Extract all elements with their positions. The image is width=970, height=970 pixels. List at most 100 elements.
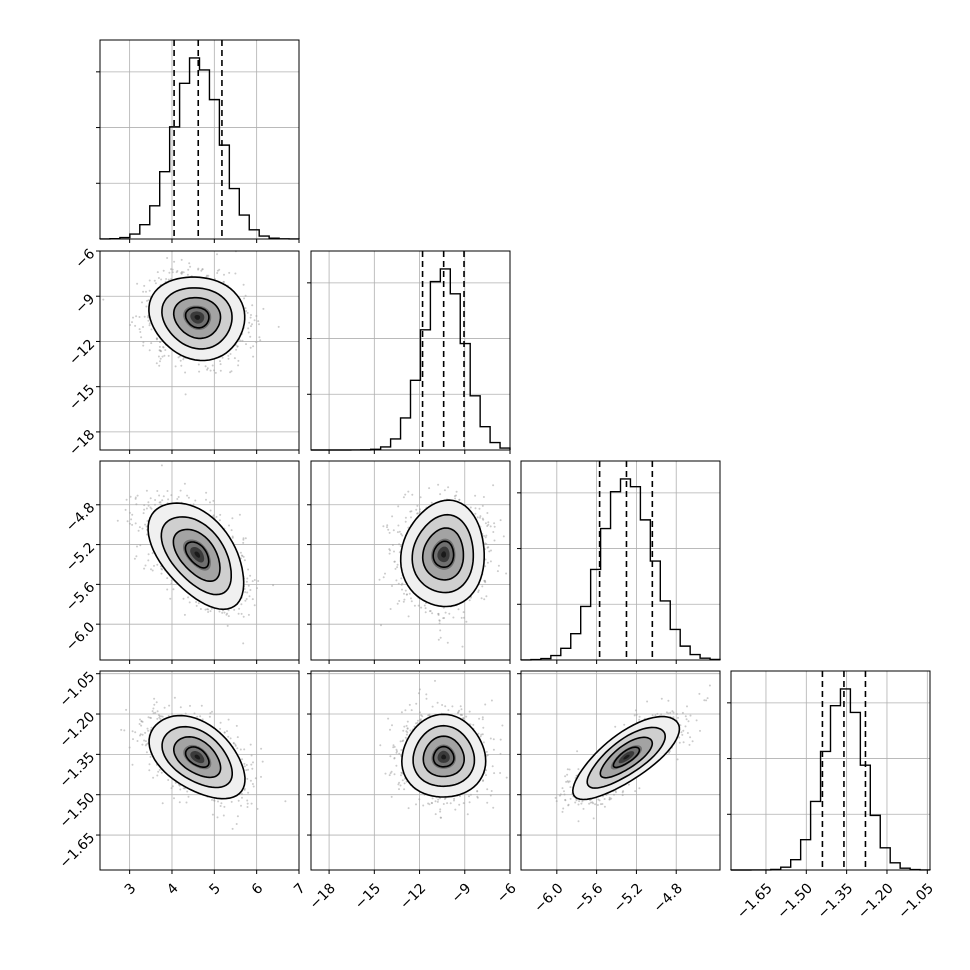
scatter-point: [654, 714, 657, 717]
scatter-point: [389, 728, 391, 731]
scatter-point: [187, 795, 190, 798]
scatter-point: [184, 712, 187, 715]
scatter-point: [145, 305, 148, 308]
scatter-point: [136, 494, 139, 497]
scatter-point: [484, 522, 487, 525]
scatter-point: [559, 793, 562, 796]
scatter-point: [123, 729, 126, 732]
scatter-point: [393, 757, 396, 759]
scatter-point: [214, 371, 217, 374]
scatter-point: [142, 341, 145, 344]
scatter-point: [399, 740, 402, 743]
contour-line: [571, 715, 681, 801]
scatter-point: [566, 768, 569, 771]
scatter-point: [186, 273, 189, 276]
scatter-point: [403, 592, 405, 595]
scatter-panel-3-0: [99, 670, 300, 871]
scatter-point: [388, 774, 391, 777]
scatter-point: [158, 494, 161, 497]
scatter-point: [468, 599, 471, 602]
scatter-point: [391, 515, 394, 518]
scatter-point: [427, 802, 430, 805]
scatter-point: [482, 496, 485, 498]
scatter-point: [474, 494, 477, 497]
scatter-point: [189, 704, 191, 707]
scatter-point: [404, 736, 407, 739]
scatter-point: [239, 339, 242, 342]
scatter-point: [554, 796, 557, 799]
scatter-point: [163, 354, 166, 357]
scatter-point: [212, 499, 215, 502]
x-tick-label: −1.20: [855, 880, 897, 922]
scatter-point: [247, 327, 250, 330]
scatter-point: [135, 503, 138, 506]
scatter-point: [253, 604, 256, 607]
scatter-point: [252, 355, 255, 358]
scatter-point: [250, 754, 253, 757]
scatter-point: [561, 810, 564, 813]
scatter-point: [135, 555, 138, 558]
scatter-point: [416, 512, 419, 515]
scatter-point: [162, 269, 165, 272]
scatter-point: [482, 518, 485, 521]
scatter-point: [150, 328, 153, 331]
scatter-point: [486, 512, 489, 514]
scatter-point: [143, 504, 146, 507]
scatter-point: [689, 736, 692, 739]
scatter-point: [249, 574, 252, 577]
scatter-point: [258, 323, 260, 326]
density-fill: [441, 551, 446, 558]
density-fill: [194, 315, 201, 320]
x-tick-label: −4.8: [651, 880, 686, 915]
scatter-point: [154, 282, 157, 285]
scatter-point: [479, 735, 482, 738]
scatter-point: [410, 597, 412, 600]
scatter-point: [413, 725, 416, 728]
scatter-point: [166, 577, 169, 580]
scatter-point: [136, 545, 138, 548]
scatter-point: [603, 805, 606, 808]
scatter-point: [420, 606, 423, 609]
scatter-point: [428, 487, 431, 490]
scatter-point: [599, 803, 602, 806]
scatter-point: [469, 793, 472, 796]
scatter-point: [183, 613, 186, 616]
scatter-point: [161, 499, 164, 502]
scatter-point: [708, 684, 711, 687]
scatter-point: [230, 529, 233, 532]
scatter-point: [401, 740, 404, 743]
scatter-point: [469, 723, 472, 726]
scatter-point: [699, 729, 701, 732]
scatter-point: [242, 642, 245, 645]
scatter-point: [384, 572, 386, 575]
scatter-point: [158, 345, 161, 348]
scatter-point: [170, 278, 172, 281]
scatter-point: [241, 339, 244, 342]
scatter-point: [138, 526, 141, 529]
scatter-point: [454, 808, 457, 811]
scatter-point: [485, 769, 488, 772]
contour-line: [586, 726, 667, 789]
scatter-point: [486, 788, 489, 791]
scatter-point: [484, 703, 487, 706]
scatter-point: [221, 356, 224, 359]
scatter-point: [396, 566, 399, 569]
scatter-point: [248, 321, 251, 324]
scatter-point: [665, 711, 668, 714]
scatter-point: [211, 798, 213, 801]
scatter-point: [407, 490, 410, 493]
scatter-point: [228, 524, 230, 527]
x-tick-label: 7: [291, 880, 309, 898]
contour-line: [599, 736, 654, 779]
scatter-point: [387, 528, 390, 531]
scatter-point: [178, 355, 181, 358]
scatter-point: [142, 344, 145, 347]
scatter-panel-2-0: [99, 460, 300, 661]
scatter-point: [144, 523, 147, 526]
scatter-point: [487, 521, 490, 524]
scatter-point: [255, 315, 258, 317]
hist-panel-1: [307, 250, 511, 451]
scatter-point: [408, 703, 411, 706]
scatter-point: [170, 579, 173, 582]
scatter-point: [128, 511, 131, 514]
